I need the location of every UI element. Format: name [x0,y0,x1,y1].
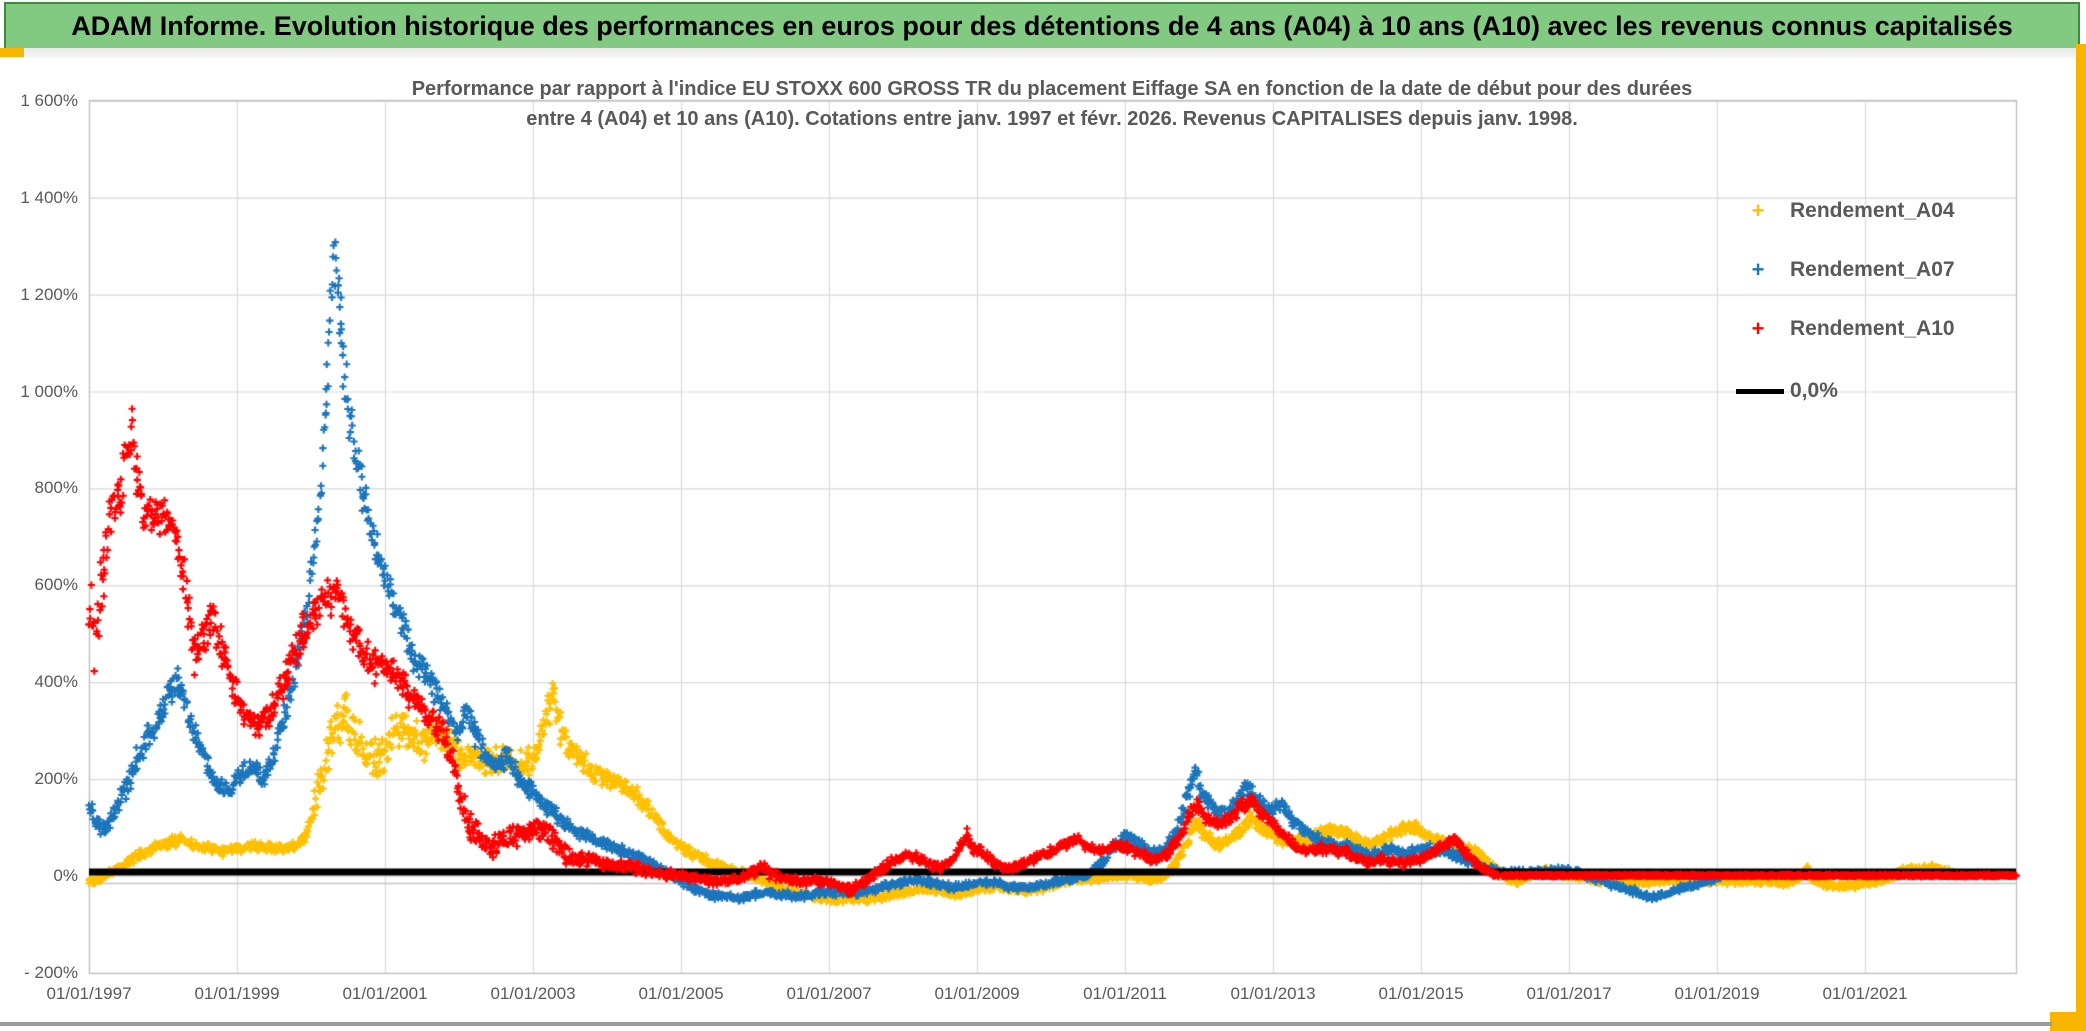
x-tick-label: 01/01/1997 [46,984,132,1003]
chart-title-line2: entre 4 (A04) et 10 ans (A10). Cotations… [526,108,1578,130]
y-tick-label: 1 000% [20,381,78,401]
y-tick-label: 600% [34,575,78,595]
plus-marker-icon: + [1751,316,1765,341]
x-tick-label: 01/01/2017 [1526,984,1612,1003]
x-tick-label: 01/01/2009 [934,984,1020,1003]
x-tick-label: 01/01/2005 [638,984,724,1003]
zero-line-icon [1736,388,1784,394]
gold-border-corner [2050,1012,2086,1031]
header-divider [0,48,2076,58]
gold-border-right [2076,44,2086,1031]
x-tick-label: 01/01/2015 [1378,984,1464,1003]
x-tick-label: 01/01/2013 [1230,984,1316,1003]
bottom-border [0,1022,2052,1026]
y-tick-label: 200% [34,769,78,789]
x-tick-label: 01/01/2021 [1822,984,1908,1003]
legend-item-a07[interactable]: + Rendement_A07 [1732,253,2022,287]
y-tick-label: 400% [34,672,78,692]
x-tick-label: 01/01/2003 [490,984,576,1003]
y-tick-label: - 200% [24,962,78,982]
chart-title: Performance par rapport à l'indice EU ST… [88,74,2016,134]
legend-item-zero-line[interactable]: 0,0% [1732,374,2022,408]
y-tick-label: 800% [34,478,78,498]
chart-title-line1: Performance par rapport à l'indice EU ST… [411,78,1693,100]
x-tick-label: 01/01/1999 [194,984,280,1003]
x-tick-label: 01/01/2007 [786,984,872,1003]
x-tick-label: 01/01/2011 [1083,984,1167,1003]
legend-label: Rendement_A07 [1790,258,1955,281]
legend-label: Rendement_A10 [1790,317,1955,340]
y-tick-label: 1 400% [20,187,78,207]
legend-item-a10[interactable]: + Rendement_A10 [1732,312,2022,346]
plus-marker-icon: + [1751,198,1765,223]
x-tick-label: 01/01/2001 [342,984,428,1003]
legend-label: Rendement_A04 [1790,199,1955,222]
y-tick-label: 1 600% [20,90,78,110]
legend-label: 0,0% [1790,379,1838,402]
plus-marker-icon: + [1751,257,1765,282]
gold-tab-left [0,48,24,57]
header-bar: ADAM Informe. Evolution historique des p… [4,2,2080,50]
x-tick-label: 01/01/2019 [1674,984,1760,1003]
legend-item-a04[interactable]: + Rendement_A04 [1732,194,2022,228]
y-tick-label: 0% [53,866,78,885]
y-tick-label: 1 200% [20,284,78,304]
page-title: ADAM Informe. Evolution historique des p… [71,10,2013,41]
